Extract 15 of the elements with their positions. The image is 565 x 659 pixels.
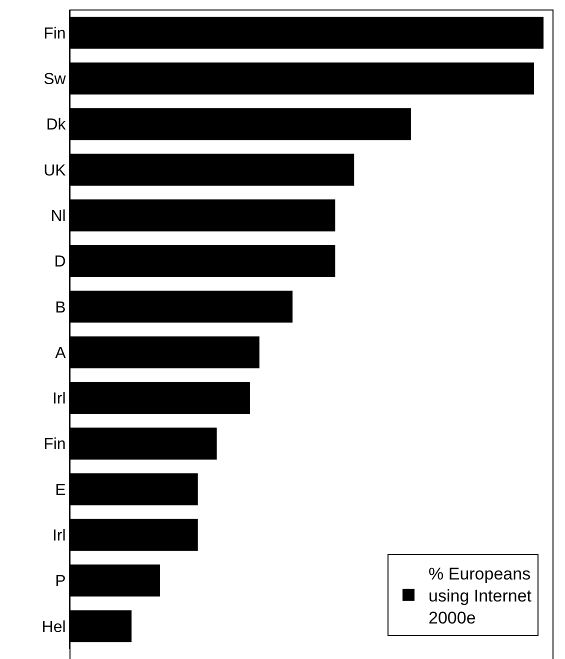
y-tick-label: P bbox=[55, 573, 66, 590]
y-tick-label: Dk bbox=[46, 116, 67, 134]
y-tick-label: Sw bbox=[44, 71, 66, 88]
y-tick-label: Fin bbox=[44, 436, 66, 454]
y-tick-label: Irl bbox=[52, 390, 66, 408]
y-tick-label: UK bbox=[44, 162, 66, 180]
y-tick-label: Fin bbox=[44, 25, 66, 42]
y-tick-label: B bbox=[55, 299, 66, 316]
legend-label: % Europeans using Internet 2000e bbox=[428, 564, 532, 628]
y-tick-label: Irl bbox=[52, 527, 66, 544]
y-tick-label: D bbox=[54, 254, 66, 271]
y-tick-label: Nl bbox=[50, 208, 66, 225]
y-tick-label: Hel bbox=[42, 618, 66, 636]
y-tick-label: E bbox=[55, 482, 66, 499]
y-tick-label: A bbox=[55, 344, 66, 362]
